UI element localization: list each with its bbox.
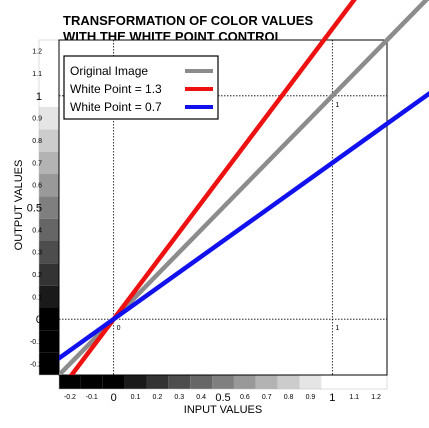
legend-label: White Point = 1.3 — [70, 82, 162, 96]
x-tick-label: 1 — [329, 392, 335, 404]
series-line-1 — [59, 0, 429, 375]
y-grayscale-ramp — [38, 39, 60, 376]
x-tick-label: 0.1 — [131, 394, 141, 401]
point-label: 0 — [117, 325, 121, 332]
y-ramp-cell — [39, 62, 59, 85]
x-ramp-cell — [212, 375, 234, 389]
y-tick-label: 1 — [36, 91, 42, 103]
series-lines — [59, 0, 429, 375]
x-axis-ticks: -0.2 -0.1 0 0.1 0.2 0.3 0.4 0.5 0.6 0.7 0.8 0.9 1 1.1… — [64, 392, 381, 404]
x-ramp-cell — [190, 375, 213, 389]
x-ramp-cell — [299, 375, 322, 389]
x-tick-label: 0.7 — [262, 394, 272, 401]
x-ramp-cell — [343, 375, 366, 389]
x-ramp-cell — [80, 375, 103, 389]
legend-label: Original Image — [70, 64, 148, 78]
y-tick-label: 0.1 — [32, 294, 42, 301]
x-tick-label: 0.3 — [174, 394, 184, 401]
y-ramp-cell — [39, 241, 59, 264]
x-ramp-cell — [168, 375, 191, 389]
x-tick-label: 0.4 — [196, 394, 206, 401]
y-tick-label: 0.5 — [27, 203, 42, 215]
x-tick-label: 0.5 — [215, 392, 230, 404]
x-ramp-cell — [255, 375, 278, 389]
x-tick-label: 1.2 — [371, 394, 381, 401]
y-ramp-cell — [39, 285, 59, 308]
x-tick-label: 0.6 — [240, 394, 250, 401]
legend: Original Image White Point = 1.3 White Poi… — [63, 55, 219, 120]
y-ramp-cell — [39, 263, 59, 286]
y-axis-label: OUTPUT VALUES — [13, 160, 25, 251]
y-tick-label: 0.4 — [32, 227, 42, 234]
y-tick-label: 0.3 — [32, 250, 42, 257]
y-ramp-cell — [39, 308, 59, 331]
y-tick-label: 0.2 — [32, 272, 42, 279]
y-ramp-cell — [39, 40, 59, 63]
y-tick-label: 0.6 — [32, 183, 42, 190]
y-tick-label: 0.8 — [32, 138, 42, 145]
x-tick-label: -0.2 — [64, 394, 76, 401]
y-ramp-cell — [39, 218, 59, 241]
x-tick-label: 0.9 — [306, 394, 316, 401]
legend-label: White Point = 0.7 — [70, 100, 162, 114]
x-ramp-cell — [102, 375, 125, 389]
x-tick-label: 0.2 — [153, 394, 163, 401]
x-ramp-cell — [146, 375, 169, 389]
y-tick-label: 1.1 — [32, 71, 42, 78]
x-axis-label: INPUT VALUES — [184, 404, 262, 416]
series-line-2 — [68, 0, 357, 375]
y-tick-label: 1.2 — [32, 49, 42, 56]
point-label: 1 — [335, 102, 339, 109]
y-axis-ticks: -0.2 -0.1 0 0.1 0.2 0.3 0.4 0.5 0.6 0.7 0.8 0.9 1 1.1… — [27, 49, 42, 369]
y-tick-label: -0.1 — [30, 339, 42, 346]
y-tick-label: 0.7 — [32, 160, 42, 167]
x-ramp-cell — [321, 375, 344, 389]
x-ramp-cell — [365, 375, 387, 389]
y-ramp-cell — [39, 151, 59, 174]
point-labels: 0 1 1 — [117, 102, 340, 332]
x-tick-label: 0.8 — [284, 394, 294, 401]
y-ramp-cell — [39, 174, 59, 197]
x-tick-label: 0 — [111, 392, 117, 404]
y-tick-label: 0 — [36, 314, 42, 326]
chart-title-line-1: TRANSFORMATION OF COLOR VALUES — [63, 13, 313, 28]
x-ramp-cell — [59, 375, 81, 389]
x-tick-label: 1.1 — [349, 394, 359, 401]
x-tick-label: -0.1 — [86, 394, 98, 401]
x-ramp-cell — [124, 375, 147, 389]
y-tick-label: -0.2 — [30, 361, 42, 368]
y-ramp-cell — [39, 129, 59, 152]
y-ramp-cell — [39, 107, 59, 130]
x-grayscale-ramp — [58, 374, 388, 390]
y-tick-label: 0.9 — [32, 116, 42, 123]
x-ramp-cell — [277, 375, 300, 389]
y-ramp-cell — [39, 84, 59, 107]
point-label: 1 — [335, 325, 339, 332]
x-ramp-cell — [233, 375, 256, 389]
y-ramp-cell — [39, 352, 59, 375]
y-ramp-cell — [39, 196, 59, 219]
y-ramp-cell — [39, 330, 59, 353]
series-line-3 — [59, 90, 429, 362]
